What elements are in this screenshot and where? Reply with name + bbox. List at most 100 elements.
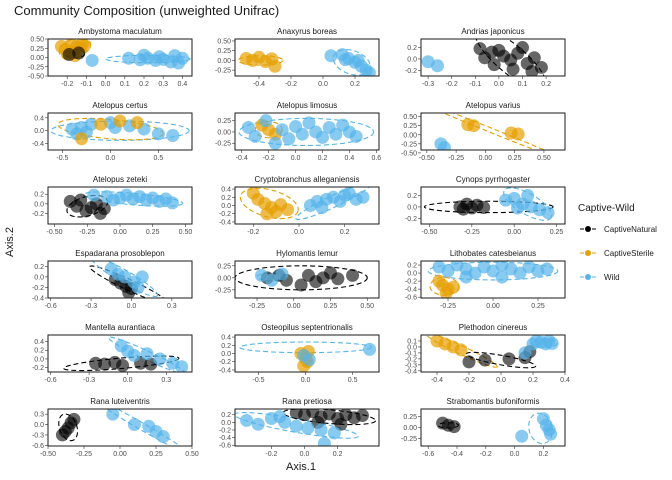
panel-anaxyrus-boreas: Anaxyrus boreas -0.4 -0.2 0.0 0.2 -0.25 0.00 0.… [215,27,380,88]
data-point-captivenatural [487,58,501,72]
data-point-wild [122,51,136,65]
x-tick-label: -0.4 [431,377,443,384]
data-point-wild [282,132,296,146]
plot-area [421,113,565,150]
data-point-wild [135,270,149,284]
panel-title: Cynops pyrrhogaster [456,175,531,184]
data-point-captivenatural [462,355,476,369]
y-tick-label: 0.0 [407,344,417,351]
y-tick-label: -0.2 [32,285,44,292]
x-tick-label: -0.5 [252,377,264,384]
panel-strabomantis-bufoniformis: Strabomantis bufoniformis -0.6 -0.4 -0.2 0.0… [401,397,566,458]
y-tick-label: 0.25 [30,46,44,53]
y-tick-label: 0.25 [217,118,231,125]
data-point-wild [259,114,273,128]
x-tick-label: -0.50 [421,229,437,236]
data-point-captivenatural [72,46,86,60]
legend-label: CaptiveSterile [604,249,654,258]
plot-area [89,261,169,298]
panel-plethodon-cinereus: Plethodon cinereus-0.4 -0.2 0.0 0.2 0.4-0.4-… [405,323,570,384]
panel-rana-luteiventris: Rana luteiventris -0.50 -0.25 0.00 0.25 0.50 -… [32,397,199,458]
y-tick-label: 0.0 [34,128,44,135]
data-point-wild [356,190,370,204]
x-tick-label: 0.50 [360,303,374,310]
panel-andrias-japonicus: Andrias japonicus -0.3 -0.2 -0.1 0.0 0.1 0.2 -0… [405,27,566,88]
data-point-captivenatural [316,271,330,285]
data-point-captivenatural [355,409,369,422]
plot-area [421,39,548,76]
y-tick-label: -0.6 [32,443,44,450]
data-point-wild [544,427,558,441]
x-tick-label: -0.6 [45,377,57,384]
data-point-wild [127,348,141,362]
y-tick-label: -0.1 [405,350,417,357]
plot-area [54,39,191,70]
data-point-wild [251,417,265,431]
y-tick-label: 0.0 [221,203,231,210]
panel-title: Atelopus varius [466,101,521,110]
y-tick-label: -0.25 [401,436,417,443]
x-tick-label: -0.50 [40,451,56,458]
data-point-wild [268,136,282,150]
plot-area [423,187,555,221]
x-tick-label: 0.2 [541,81,551,88]
ellipse-wild [235,412,359,439]
y-tick-label: 0.00 [217,129,231,136]
y-tick-label: -0.2 [219,427,231,434]
data-point-wild [327,426,341,440]
x-tick-label: 0.3 [161,377,171,384]
x-tick-label: 0.5 [154,155,164,162]
x-tick-label: 0.00 [113,229,127,236]
x-tick-label: 0.25 [550,229,564,236]
data-point-wild [324,49,338,63]
data-point-captivenatural [67,412,81,426]
data-point-captivenatural [527,51,541,65]
panel-title: Atelopus limosus [277,101,337,110]
panel-title: Osteopilus septentrionalis [261,323,353,332]
y-tick-label: -0.25 [215,141,231,148]
legend-title: Captive-Wild [578,203,635,214]
legend-key-point [585,226,591,232]
x-tick-label: -0.25 [464,229,480,236]
panel-mantella-aurantiaca: Mantella aurantiaca -0.6 -0.3 0.0 0.3 -0.2 0.0… [32,323,193,384]
data-point-captivesterile [113,114,127,128]
x-tick-label: 0.0 [101,81,111,88]
x-tick-label: 0.0 [494,81,504,88]
panel-title: Ambystoma maculatum [78,27,162,36]
data-point-captivenatural [331,272,345,286]
data-point-wild [275,123,289,137]
panel-title: Cryptobranchus alleganiensis [255,175,360,184]
x-tick-label: 0.0 [301,377,311,384]
x-tick-label: -0.2 [247,229,259,236]
data-point-wild [541,206,555,220]
y-tick-label: 0.50 [30,37,44,44]
y-tick-label: -0.4 [219,219,231,226]
data-point-captivenatural [525,64,539,76]
data-point-wild [127,418,141,432]
data-point-wild [265,273,279,287]
y-tick-label: -0.2 [219,211,231,218]
data-point-captivenatural [456,202,470,216]
x-tick-label: 0.0 [291,155,301,162]
y-tick-label: 0.2 [221,343,231,350]
y-tick-label: 0.2 [34,264,44,271]
panel-border [234,260,380,299]
x-tick-label: 0.00 [287,303,301,310]
data-point-wild [529,335,543,348]
x-tick-label: -0.4 [451,451,463,458]
x-tick-label: -0.2 [265,451,277,458]
x-tick-label: -0.6 [45,303,57,310]
data-point-wild [363,342,377,356]
y-tick-label: 0.0 [407,271,417,278]
plot-area [63,336,189,372]
y-tick-label: -0.6 [405,295,417,302]
x-tick-label: -0.25 [76,451,92,458]
y-tick-label: 0.2 [34,348,44,355]
y-tick-label: 0.0 [221,420,231,427]
data-point-wild [241,120,255,134]
panel-border [47,112,193,151]
data-point-wild [329,127,343,141]
x-tick-label: 0.0 [510,451,520,458]
data-point-wild [315,130,329,144]
x-tick-label: -0.3 [83,377,95,384]
